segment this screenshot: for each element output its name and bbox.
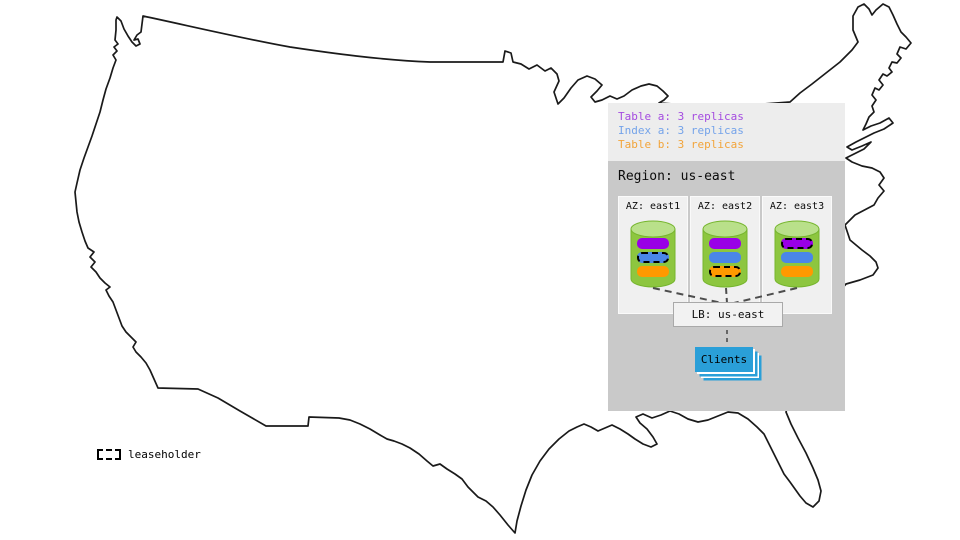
cylinder-top xyxy=(630,220,676,238)
table-b-replica xyxy=(781,266,813,277)
index-a-replica-leaseholder xyxy=(637,252,669,263)
table-a-replica xyxy=(709,238,741,249)
index-a-replica xyxy=(781,252,813,263)
table-b-replica xyxy=(637,266,669,277)
cylinder-top xyxy=(774,220,820,238)
az-east1-box: AZ: east1 xyxy=(618,196,688,314)
legend-table-b: Table b: 3 replicas xyxy=(618,138,744,151)
load-balancer-box: LB: us-east xyxy=(673,302,783,327)
load-balancer-label: LB: us-east xyxy=(691,308,765,321)
az-east2-label: AZ: east2 xyxy=(697,201,753,212)
leaseholder-key-label: leaseholder xyxy=(128,448,201,461)
index-a-replica xyxy=(709,252,741,263)
replica-legend-panel: Table a: 3 replicas Index a: 3 replicas … xyxy=(608,103,845,161)
az-east3-label: AZ: east3 xyxy=(769,201,825,212)
az-east2-box: AZ: east2 xyxy=(690,196,760,314)
az-east3-box: AZ: east3 xyxy=(762,196,832,314)
table-a-replica-leaseholder xyxy=(781,238,813,249)
legend-index-a: Index a: 3 replicas xyxy=(618,124,744,137)
table-a-replica xyxy=(637,238,669,249)
clients-label: Clients xyxy=(700,353,748,366)
region-us-east-panel: Region: us-east AZ: east1 AZ: east2 AZ: … xyxy=(608,161,845,411)
cylinder-top xyxy=(702,220,748,238)
table-b-replica-leaseholder xyxy=(709,266,741,277)
region-title: Region: us-east xyxy=(618,169,736,184)
clients-box: Clients xyxy=(695,347,753,372)
leaseholder-swatch-icon xyxy=(97,449,121,460)
az-east1-label: AZ: east1 xyxy=(625,201,681,212)
leaseholder-key: leaseholder xyxy=(97,448,201,461)
legend-table-a: Table a: 3 replicas xyxy=(618,110,744,123)
us-border-path xyxy=(74,3,912,534)
